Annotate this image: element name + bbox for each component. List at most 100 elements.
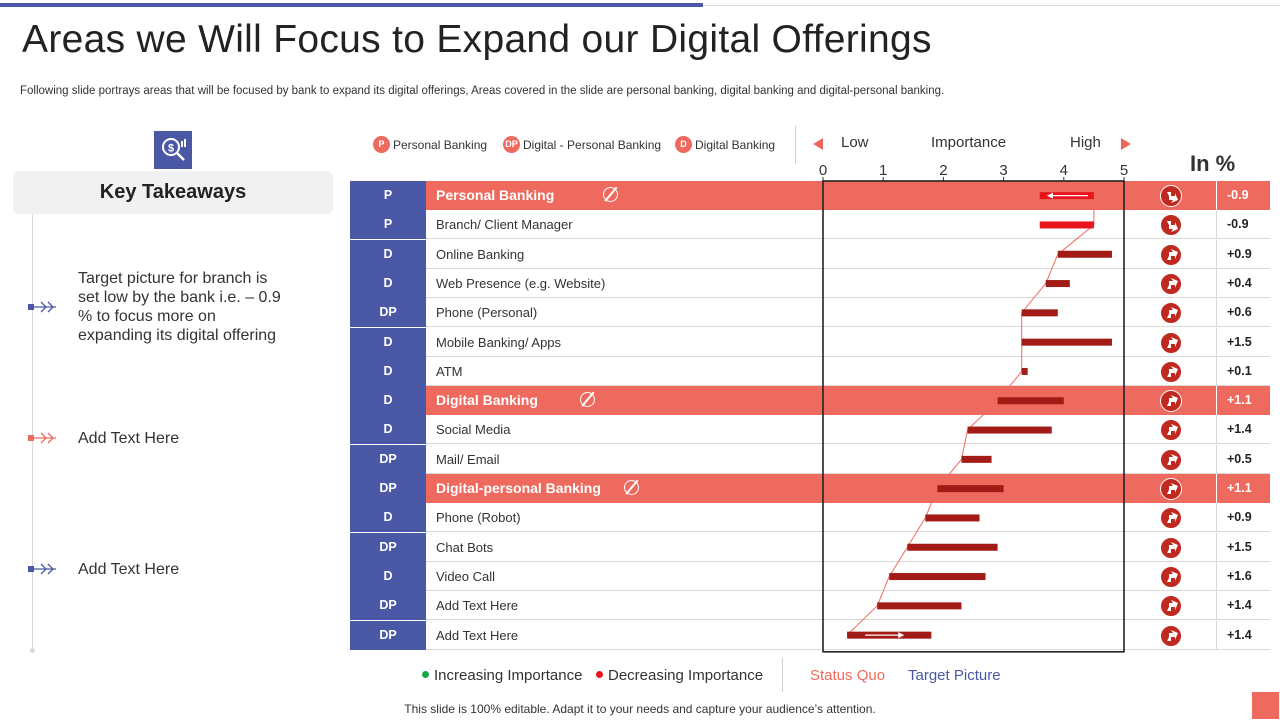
axis-tick-label: 4 — [1060, 162, 1068, 179]
row-divider — [426, 472, 1270, 474]
trend-up-icon — [1160, 302, 1182, 325]
trend-up-icon — [1160, 536, 1182, 559]
category-code: D — [350, 561, 426, 591]
category-code: D — [350, 268, 426, 298]
row-label: Digital-personal Banking — [436, 480, 601, 496]
takeaway-text: Add Text Here — [78, 561, 180, 578]
bar-arrowhead — [1046, 192, 1053, 199]
takeaway-text: Add Text Here — [78, 430, 180, 447]
change-bar — [925, 514, 980, 522]
category-code: D — [350, 415, 426, 445]
table-row: DP Chat Bots +1.5 — [350, 532, 1270, 562]
change-bar — [889, 573, 986, 581]
progress-accent-bar — [0, 3, 703, 7]
row-label: Web Presence (e.g. Website) — [436, 275, 606, 291]
dollar-search-icon: $ — [154, 131, 192, 169]
row-label: Online Banking — [436, 246, 525, 262]
axis-tick-label: 2 — [939, 162, 947, 179]
percent-change: +0.6 — [1216, 298, 1270, 328]
category-code: DP — [350, 532, 426, 562]
category-code: DP — [350, 444, 426, 474]
table-row: P Branch/ Client Manager -0.9 — [350, 210, 1270, 240]
takeaway-text: Target picture for branch is set low by … — [78, 270, 281, 344]
row-divider — [426, 648, 1270, 650]
table-row: DP Mail/ Email +0.5 — [350, 444, 1270, 474]
legend-label: Digital - Personal Banking — [523, 137, 662, 152]
trend-up-icon — [1160, 360, 1182, 383]
row-divider — [426, 619, 1270, 621]
legend-badge: D — [675, 136, 692, 153]
importance-low-label: Low — [841, 134, 869, 151]
legend-label: Digital Banking — [695, 137, 776, 152]
percent-change: +1.4 — [1216, 415, 1270, 445]
row-label: Phone (Robot) — [436, 510, 521, 526]
legend-digital-personal-banking: DP Digital - Personal Banking — [503, 136, 661, 153]
trend-up-icon — [1160, 624, 1182, 647]
right-arrow-icon — [1121, 138, 1131, 150]
null-circle-icon — [624, 480, 639, 495]
row-label: Digital Banking — [436, 392, 538, 409]
category-code: DP — [350, 620, 426, 650]
status-quo-line — [846, 195, 1095, 636]
trend-up-icon — [1160, 419, 1182, 442]
axis-tick-label: 5 — [1120, 162, 1128, 179]
trend-up-icon — [1160, 390, 1182, 413]
row-divider — [426, 355, 1270, 357]
table-row: DP Phone (Personal) +0.6 — [350, 298, 1270, 328]
double-chevron-icon — [27, 562, 59, 576]
green-dot-icon — [422, 670, 429, 678]
axis-tick-label: 1 — [879, 162, 887, 179]
legend-increasing: Increasing Importance — [422, 667, 582, 684]
axis-tick-label: 0 — [819, 162, 827, 179]
bottom-legend-divider — [782, 658, 783, 692]
category-code: DP — [350, 591, 426, 621]
trend-up-icon — [1160, 507, 1182, 530]
category-band — [426, 386, 1270, 416]
trend-down-icon — [1160, 214, 1182, 237]
row-label: Add Text Here — [436, 598, 519, 614]
category-code: DP — [350, 474, 426, 503]
in-percent-label: In % — [1190, 151, 1236, 176]
page-title: Areas we Will Focus to Expand our Digita… — [22, 18, 932, 61]
category-code: P — [350, 181, 426, 210]
row-label: Social Media — [436, 422, 511, 438]
category-code: P — [350, 210, 426, 240]
change-bar — [961, 455, 992, 463]
legend-decreasing: Decreasing Importance — [596, 667, 763, 684]
percent-change: +1.5 — [1216, 532, 1270, 562]
percent-change: +1.4 — [1216, 591, 1270, 621]
change-bar — [967, 426, 1052, 434]
change-bar — [1021, 367, 1028, 375]
legend-target-picture: Target Picture — [908, 667, 1001, 684]
trend-up-icon — [1160, 243, 1182, 266]
double-chevron-icon — [27, 431, 59, 445]
table-row: D Web Presence (e.g. Website) +0.4 — [350, 268, 1270, 298]
importance-chart: 0 1 2 3 4 5 — [819, 162, 1128, 653]
corner-accent — [1252, 692, 1279, 719]
legend-badge: DP — [503, 136, 520, 153]
percent-change: +1.1 — [1216, 474, 1270, 503]
null-circle-icon — [603, 187, 618, 202]
table-row: D Phone (Robot) +0.9 — [350, 503, 1270, 533]
left-arrow-icon — [813, 138, 823, 150]
legend-label: Personal Banking — [393, 137, 488, 152]
legend-digital-banking: D Digital Banking — [675, 136, 775, 153]
footer-note: This slide is 100% editable. Adapt it to… — [404, 702, 876, 716]
table-row: D ATM +0.1 — [350, 356, 1270, 386]
change-bar — [997, 397, 1064, 405]
trend-up-icon — [1160, 565, 1182, 588]
category-band — [426, 181, 1270, 210]
legend-decreasing-label: Decreasing Importance — [608, 667, 764, 684]
null-circle-icon — [580, 392, 595, 408]
row-label: Chat Bots — [436, 539, 494, 555]
trend-down-icon — [1160, 185, 1182, 207]
category-code: DP — [350, 298, 426, 328]
axis-tick-label: 3 — [999, 162, 1007, 179]
row-label: Mail/ Email — [436, 451, 500, 467]
percent-change: +1.4 — [1216, 620, 1270, 650]
bar-arrowhead — [898, 632, 905, 639]
row-divider — [426, 326, 1270, 328]
change-bar — [1045, 280, 1070, 288]
table-row: DP Add Text Here +1.4 — [350, 620, 1270, 650]
svg-text:$: $ — [168, 143, 174, 155]
